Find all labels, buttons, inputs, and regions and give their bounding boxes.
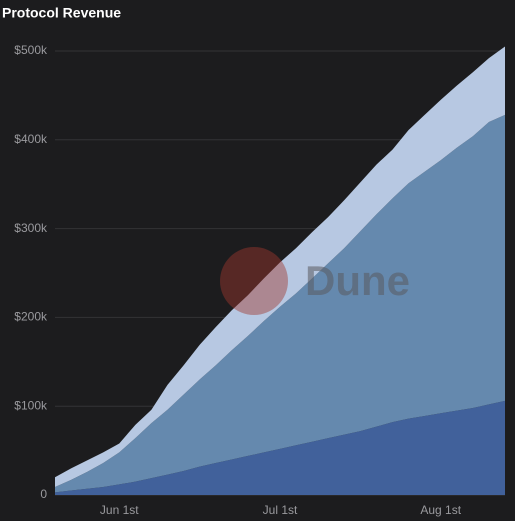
y-tick-label: $500k [14,43,48,57]
x-tick-label: Aug 1st [420,503,461,517]
area [55,400,505,495]
y-tick-label: $300k [14,221,48,235]
y-tick-label: $400k [14,132,48,146]
x-tick-label: Jul 1st [263,503,298,517]
area [55,46,505,488]
x-tick-label: Jun 1st [100,503,139,517]
area [55,114,505,493]
y-tick-label: $100k [14,398,48,412]
chart-title: Protocol Revenue [2,5,121,21]
watermark-logo [220,247,288,315]
y-tick-label: 0 [40,487,47,501]
watermark: Dune [305,257,410,304]
y-tick-label: $200k [14,310,48,324]
